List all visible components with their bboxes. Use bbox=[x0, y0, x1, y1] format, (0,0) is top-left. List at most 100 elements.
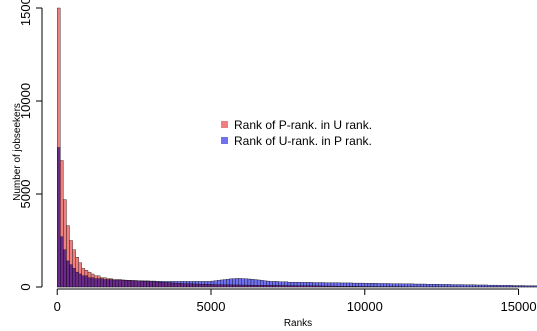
bar-u-rank bbox=[463, 284, 467, 288]
bar-overlap bbox=[207, 284, 212, 288]
bar-overlap bbox=[287, 285, 292, 288]
bar-overlap bbox=[278, 285, 282, 288]
bar-overlap bbox=[223, 284, 227, 288]
bar-overlap bbox=[361, 286, 365, 288]
bar-overlap bbox=[309, 285, 313, 288]
bar-overlap bbox=[204, 284, 209, 288]
bar-overlap bbox=[318, 285, 322, 288]
bar-overlap bbox=[358, 286, 362, 288]
bar-u-rank bbox=[373, 283, 378, 288]
bar-u-rank bbox=[466, 284, 470, 288]
bar-u-rank bbox=[469, 284, 473, 288]
bar-overlap bbox=[140, 280, 144, 288]
bar-overlap bbox=[284, 285, 289, 288]
bar-overlap bbox=[300, 285, 304, 288]
bar-overlap bbox=[256, 285, 261, 288]
bar-u-rank bbox=[423, 283, 427, 288]
bar-overlap bbox=[161, 282, 166, 288]
bar-overlap bbox=[152, 281, 156, 288]
bar-u-rank bbox=[484, 284, 488, 288]
bar-overlap bbox=[253, 285, 258, 288]
bar-overlap bbox=[226, 284, 230, 288]
bar-u-rank bbox=[404, 283, 409, 288]
bar-u-rank bbox=[413, 283, 418, 288]
bar-overlap bbox=[293, 285, 298, 288]
bar-overlap bbox=[124, 280, 129, 288]
bar-overlap bbox=[57, 147, 61, 288]
bar-u-rank bbox=[398, 283, 402, 288]
bar-overlap bbox=[333, 285, 338, 288]
bar-overlap bbox=[173, 282, 178, 288]
y-tick-label: 15000 bbox=[18, 0, 33, 26]
bar-overlap bbox=[192, 283, 196, 288]
bar-u-rank bbox=[435, 284, 439, 288]
bar-u-rank bbox=[392, 283, 396, 288]
y-tick-label: 10000 bbox=[18, 83, 33, 119]
bar-u-rank bbox=[450, 284, 455, 288]
bar-overlap bbox=[244, 284, 249, 288]
bar-u-rank bbox=[456, 284, 461, 288]
y-tick-label: 5000 bbox=[18, 180, 33, 209]
bar-overlap bbox=[210, 284, 215, 288]
bar-overlap bbox=[232, 284, 236, 288]
bar-overlap bbox=[229, 284, 233, 288]
bar-overlap bbox=[93, 278, 98, 288]
bar-u-rank bbox=[475, 284, 479, 288]
bar-overlap bbox=[266, 285, 270, 288]
bar-overlap bbox=[170, 282, 175, 288]
bar-overlap bbox=[269, 285, 273, 288]
bar-u-rank bbox=[490, 284, 495, 288]
bar-overlap bbox=[137, 280, 141, 288]
bar-overlap bbox=[275, 285, 279, 288]
bar-overlap bbox=[195, 283, 199, 288]
bar-overlap bbox=[69, 264, 73, 288]
bar-overlap bbox=[247, 284, 252, 288]
bar-u-rank bbox=[410, 283, 415, 288]
bar-overlap bbox=[149, 281, 153, 288]
bar-u-rank bbox=[379, 283, 384, 288]
bar-overlap bbox=[158, 281, 162, 288]
bar-overlap bbox=[90, 277, 95, 288]
legend-label-u-rank: Rank of U-rank. in P rank. bbox=[234, 134, 372, 148]
bar-overlap bbox=[330, 285, 335, 288]
bar-overlap bbox=[312, 285, 316, 288]
bar-u-rank bbox=[444, 284, 448, 288]
bar-overlap bbox=[66, 260, 70, 288]
bar-u-rank bbox=[478, 284, 482, 288]
bar-overlap bbox=[339, 286, 344, 288]
bar-u-rank bbox=[459, 284, 464, 288]
bar-overlap bbox=[183, 283, 187, 288]
bar-overlap bbox=[176, 283, 181, 288]
bar-overlap bbox=[87, 277, 92, 288]
bar-overlap bbox=[112, 279, 116, 288]
bar-u-rank bbox=[481, 284, 485, 288]
x-tick-label: 10000 bbox=[347, 299, 383, 314]
bar-overlap bbox=[100, 278, 104, 288]
bar-overlap bbox=[315, 285, 319, 288]
x-tick-label: 5000 bbox=[197, 299, 226, 314]
bar-overlap bbox=[201, 284, 206, 288]
bar-u-rank bbox=[419, 283, 424, 288]
bar-overlap bbox=[118, 279, 122, 288]
bar-overlap bbox=[321, 285, 325, 288]
bar-overlap bbox=[109, 279, 113, 288]
bar-u-rank bbox=[426, 284, 430, 288]
bar-overlap bbox=[346, 286, 350, 288]
y-axis-title: Number of jobseekers bbox=[12, 103, 23, 201]
bar-u-rank bbox=[487, 284, 492, 288]
bar-overlap bbox=[235, 284, 239, 288]
bar-overlap bbox=[303, 285, 307, 288]
bar-overlap bbox=[127, 280, 132, 288]
bar-u-rank bbox=[429, 284, 433, 288]
bar-u-rank bbox=[407, 283, 412, 288]
bar-overlap bbox=[241, 284, 246, 288]
bar-u-rank bbox=[496, 284, 501, 288]
x-tick-label: 0 bbox=[54, 299, 61, 314]
bar-overlap bbox=[272, 285, 276, 288]
bar-u-rank bbox=[401, 283, 405, 288]
bar-overlap bbox=[306, 285, 310, 288]
bar-u-rank bbox=[383, 283, 387, 288]
bar-overlap bbox=[146, 281, 150, 288]
bar-overlap bbox=[343, 286, 347, 288]
bar-overlap bbox=[164, 282, 169, 288]
